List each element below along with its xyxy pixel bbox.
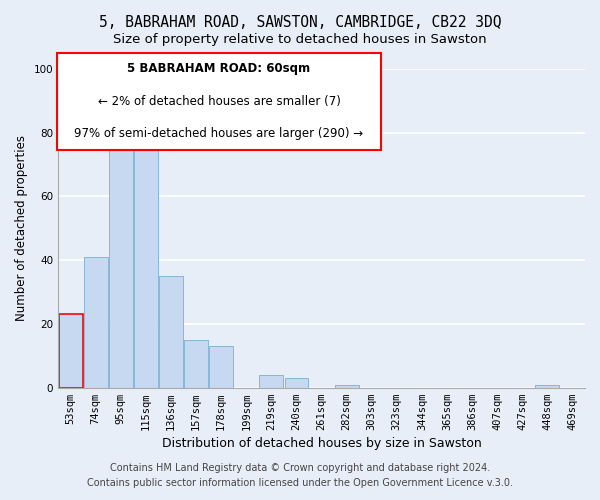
Bar — [134, 120, 158, 388]
Bar — [335, 384, 359, 388]
Bar — [284, 378, 308, 388]
Bar — [535, 384, 559, 388]
Y-axis label: Number of detached properties: Number of detached properties — [15, 136, 28, 322]
Text: Contains HM Land Registry data © Crown copyright and database right 2024.
Contai: Contains HM Land Registry data © Crown c… — [87, 462, 513, 487]
Bar — [109, 132, 133, 388]
Text: 97% of semi-detached houses are larger (290) →: 97% of semi-detached houses are larger (… — [74, 128, 364, 140]
Bar — [59, 314, 83, 388]
Bar — [184, 340, 208, 388]
Text: ← 2% of detached houses are smaller (7): ← 2% of detached houses are smaller (7) — [98, 95, 340, 108]
Text: Size of property relative to detached houses in Sawston: Size of property relative to detached ho… — [113, 32, 487, 46]
X-axis label: Distribution of detached houses by size in Sawston: Distribution of detached houses by size … — [161, 437, 481, 450]
Bar — [209, 346, 233, 388]
Bar — [259, 375, 283, 388]
Bar — [84, 257, 107, 388]
Text: 5 BABRAHAM ROAD: 60sqm: 5 BABRAHAM ROAD: 60sqm — [127, 62, 311, 75]
Text: 5, BABRAHAM ROAD, SAWSTON, CAMBRIDGE, CB22 3DQ: 5, BABRAHAM ROAD, SAWSTON, CAMBRIDGE, CB… — [99, 15, 501, 30]
Bar — [159, 276, 183, 388]
